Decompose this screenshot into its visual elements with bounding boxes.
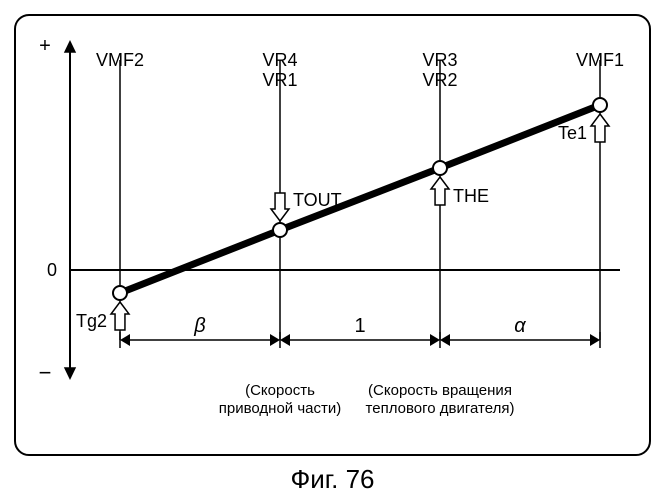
subtext-VR3VR2-0: (Скорость вращения bbox=[368, 382, 512, 399]
callout-arrow-Tg2 bbox=[111, 302, 129, 330]
dimarrow-l bbox=[120, 334, 130, 346]
vlabel-VR4VR1-1: VR1 bbox=[262, 70, 297, 90]
callout-arrow-THE bbox=[431, 177, 449, 205]
figure-svg: + − 0 VMF2 VR4VR1 VR3VR2 VMF1 Tg2 TOUT THE Te1 β 1 α (… bbox=[0, 0, 665, 500]
dimarrow-r bbox=[270, 334, 280, 346]
marker-VR3VR2 bbox=[433, 161, 447, 175]
callout-arrow-TOUT bbox=[271, 193, 289, 221]
y-axis-arrow-up bbox=[64, 40, 76, 53]
minus-label: − bbox=[39, 360, 52, 385]
subtext-VR4VR1-0: (Скорость bbox=[245, 382, 315, 399]
vlabel-VR4VR1-0: VR4 bbox=[262, 50, 297, 70]
figure-caption: Фиг. 76 bbox=[291, 464, 375, 494]
callout-label-Tg2: Tg2 bbox=[76, 311, 107, 331]
frame bbox=[15, 15, 650, 455]
figure-container: + − 0 VMF2 VR4VR1 VR3VR2 VMF1 Tg2 TOUT THE Te1 β 1 α (… bbox=[0, 0, 665, 500]
zero-label: 0 bbox=[47, 260, 57, 280]
y-axis-arrow-down bbox=[64, 367, 76, 380]
dimarrow-l bbox=[280, 334, 290, 346]
speed-line bbox=[120, 105, 600, 293]
marker-VMF2 bbox=[113, 286, 127, 300]
vlabel-VMF2-0: VMF2 bbox=[96, 50, 144, 70]
dim-label-1: 1 bbox=[354, 315, 365, 337]
plus-label: + bbox=[39, 35, 51, 57]
marker-VR4VR1 bbox=[273, 223, 287, 237]
vlabel-VMF1-0: VMF1 bbox=[576, 50, 624, 70]
vlabel-VR3VR2-0: VR3 bbox=[422, 50, 457, 70]
subtext-VR4VR1-1: приводной части) bbox=[219, 400, 341, 417]
callout-label-TOUT: TOUT bbox=[293, 190, 342, 210]
dimarrow-r bbox=[430, 334, 440, 346]
callout-label-THE: THE bbox=[453, 186, 489, 206]
callout-arrow-Te1 bbox=[591, 114, 609, 142]
dimarrow-r bbox=[590, 334, 600, 346]
dimarrow-l bbox=[440, 334, 450, 346]
dim-label-β: β bbox=[193, 315, 205, 337]
vlabel-VR3VR2-1: VR2 bbox=[422, 70, 457, 90]
subtext-VR3VR2-1: теплового двигателя) bbox=[366, 400, 515, 417]
callout-label-Te1: Te1 bbox=[558, 123, 587, 143]
dim-label-α: α bbox=[514, 315, 526, 337]
marker-VMF1 bbox=[593, 98, 607, 112]
